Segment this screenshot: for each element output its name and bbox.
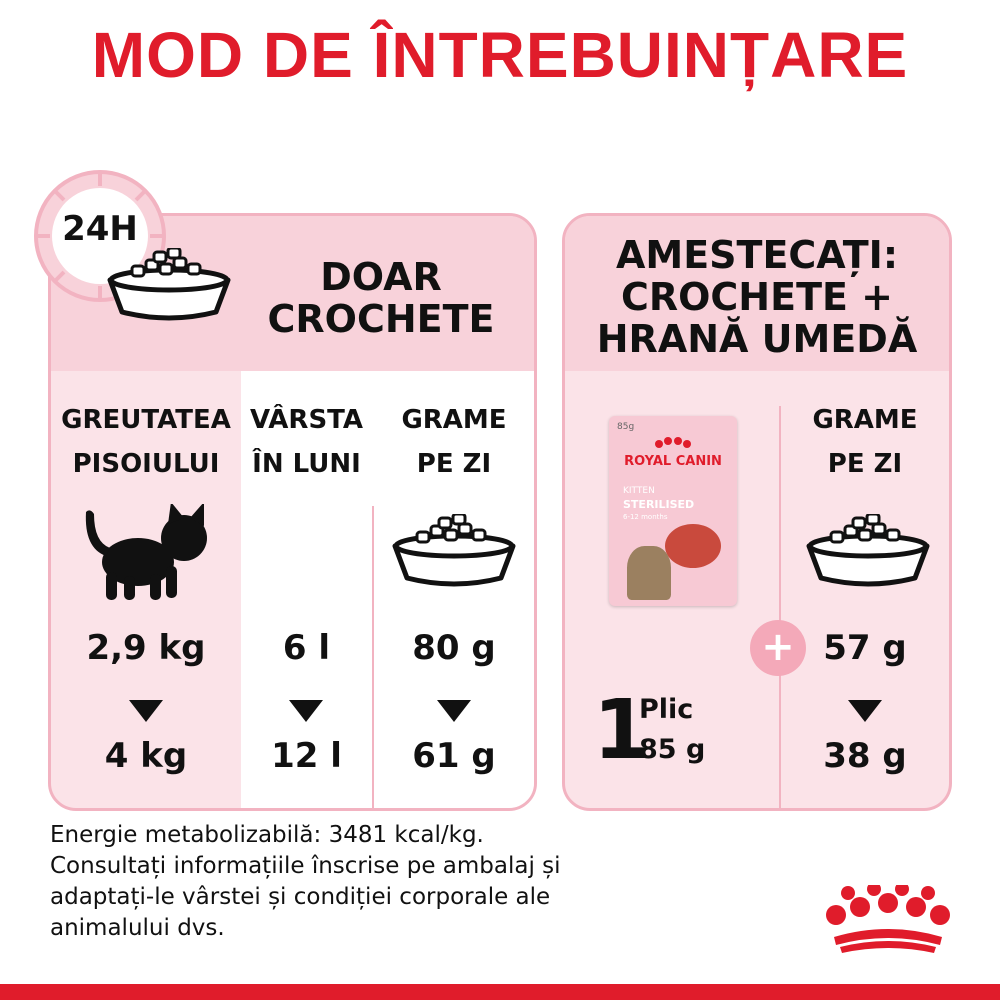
royal-canin-logo-icon (826, 885, 950, 953)
kibble-bowl-icon (806, 514, 930, 587)
clock-label: 24H (62, 209, 138, 249)
pouch-line1: KITTEN (623, 486, 655, 496)
wet-food-pouch: 85g ROYAL CANIN KITTEN STERILISED 6-12 m… (609, 416, 737, 606)
pouch-brand: ROYAL CANIN (624, 454, 722, 469)
pouch-food-image (665, 524, 721, 568)
pouch-kitten-image (627, 546, 671, 600)
arrow-down-icon (848, 700, 882, 722)
weight-to-value: 4 kg (104, 736, 188, 776)
column-divider (779, 406, 781, 808)
age-column-bg (241, 371, 534, 808)
dry-food-heading: DOAR CROCHETE (267, 255, 495, 341)
plus-icon: + (750, 620, 806, 676)
age-from-value: 6 l (282, 628, 331, 668)
column-divider (372, 506, 374, 808)
weight-column-header: GREUTATEA PISOIULUI (61, 405, 231, 479)
plic-weight: 85 g (639, 734, 706, 765)
kitten-icon (85, 504, 207, 600)
dry-food-panel: DOAR CROCHETE GREUTATEA PISOIULUI VÂRSTA… (48, 213, 537, 811)
arrow-down-icon (129, 700, 163, 722)
mixed-food-panel: AMESTECAȚI: CROCHETE + HRANĂ UMEDĂ GRAME… (562, 213, 952, 811)
mixed-food-panel-header (565, 216, 949, 371)
pouch-line2: STERILISED (623, 498, 695, 511)
plic-number: 1 (593, 683, 651, 778)
grams-column-header: GRAME PE ZI (401, 405, 507, 479)
age-to-value: 12 l (271, 736, 342, 776)
grams-to-value: 61 g (412, 736, 496, 776)
mixed-grams-to-value: 38 g (823, 736, 907, 776)
weight-from-value: 2,9 kg (86, 628, 206, 668)
mixed-food-heading: AMESTECAȚI: CROCHETE + HRANĂ UMEDĂ (596, 233, 918, 361)
crown-icon (655, 437, 691, 448)
footer-note: Energie metabolizabilă: 3481 kcal/kg. Co… (50, 822, 561, 941)
age-column-header: VÂRSTA ÎN LUNI (249, 405, 364, 479)
grams-from-value: 80 g (412, 628, 496, 668)
plic-label: Plic (639, 694, 694, 725)
pouch-line3: 6-12 months (623, 513, 668, 521)
arrow-down-icon (289, 700, 323, 722)
kibble-bowl-icon (392, 514, 516, 587)
kibble-bowl-icon (107, 248, 231, 321)
bottom-brand-bar (0, 984, 1000, 1000)
arrow-down-icon (437, 700, 471, 722)
mixed-grams-column-header: GRAME PE ZI (812, 405, 918, 479)
page-title: MOD DE ÎNTREBUINȚARE (91, 19, 909, 91)
mixed-grams-from-value: 57 g (823, 628, 907, 668)
pouch-weight: 85g (617, 422, 635, 432)
